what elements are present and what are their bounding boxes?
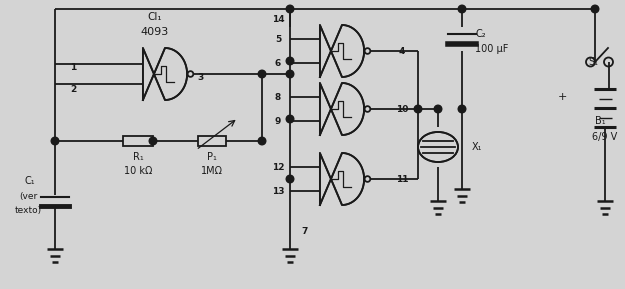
Text: 6/9 V: 6/9 V (592, 132, 618, 142)
Text: 7: 7 (302, 227, 308, 236)
Text: C₁: C₁ (25, 176, 35, 186)
Text: 6: 6 (275, 58, 281, 68)
Text: S₁: S₁ (588, 57, 598, 67)
Text: 4093: 4093 (141, 27, 169, 37)
Circle shape (434, 105, 442, 113)
Circle shape (286, 115, 294, 123)
Text: 14: 14 (272, 14, 284, 23)
Text: B₁: B₁ (595, 116, 606, 126)
Circle shape (258, 137, 266, 145)
Text: 5: 5 (275, 34, 281, 44)
Text: C₂: C₂ (475, 29, 486, 39)
Text: texto): texto) (14, 207, 41, 216)
Text: 12: 12 (272, 162, 284, 171)
Circle shape (149, 137, 157, 145)
Text: R₁: R₁ (132, 152, 143, 162)
Polygon shape (143, 48, 187, 100)
Text: X₁: X₁ (472, 142, 482, 152)
Text: 1MΩ: 1MΩ (201, 166, 223, 176)
Text: +: + (558, 92, 567, 102)
Circle shape (258, 70, 266, 78)
Circle shape (286, 5, 294, 13)
Text: CI₁: CI₁ (148, 12, 162, 22)
Text: 100 μF: 100 μF (475, 44, 508, 54)
Polygon shape (320, 83, 364, 135)
Circle shape (414, 105, 422, 113)
Text: 4: 4 (399, 47, 405, 55)
Text: 10: 10 (396, 105, 408, 114)
Text: 10 kΩ: 10 kΩ (124, 166, 152, 176)
Bar (123, 136, 153, 146)
Text: 2: 2 (70, 84, 76, 94)
Text: P₁: P₁ (207, 152, 217, 162)
Circle shape (458, 5, 466, 13)
Text: 1: 1 (70, 62, 76, 71)
Circle shape (458, 105, 466, 113)
Circle shape (51, 137, 59, 145)
Text: (ver: (ver (19, 192, 37, 201)
Text: 3: 3 (197, 73, 203, 81)
Text: 11: 11 (396, 175, 408, 184)
Circle shape (286, 70, 294, 78)
Ellipse shape (418, 132, 458, 162)
Text: 8: 8 (275, 92, 281, 101)
Polygon shape (320, 153, 364, 205)
Text: 13: 13 (272, 186, 284, 195)
Polygon shape (320, 25, 364, 77)
Text: 9: 9 (275, 116, 281, 125)
Circle shape (286, 175, 294, 183)
Circle shape (286, 57, 294, 65)
Circle shape (591, 5, 599, 13)
Bar (198, 136, 226, 146)
